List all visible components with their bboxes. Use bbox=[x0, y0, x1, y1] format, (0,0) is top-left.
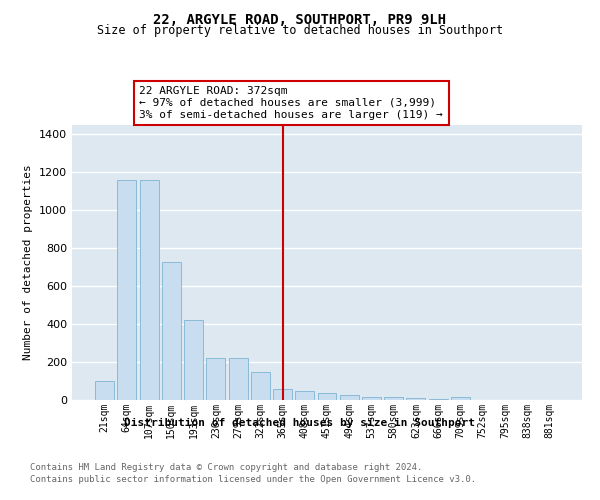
Text: Size of property relative to detached houses in Southport: Size of property relative to detached ho… bbox=[97, 24, 503, 37]
Bar bbox=[162, 262, 181, 400]
Bar bbox=[295, 390, 314, 400]
Bar bbox=[95, 381, 114, 400]
Bar bbox=[384, 397, 403, 400]
Bar bbox=[118, 180, 136, 400]
Bar bbox=[184, 320, 203, 400]
Bar bbox=[140, 180, 158, 400]
Bar bbox=[340, 396, 359, 400]
Bar bbox=[273, 388, 292, 400]
Bar bbox=[429, 399, 448, 400]
Text: 22, ARGYLE ROAD, SOUTHPORT, PR9 9LH: 22, ARGYLE ROAD, SOUTHPORT, PR9 9LH bbox=[154, 12, 446, 26]
Bar bbox=[362, 396, 381, 400]
Bar bbox=[229, 358, 248, 400]
Text: 22 ARGYLE ROAD: 372sqm
← 97% of detached houses are smaller (3,999)
3% of semi-d: 22 ARGYLE ROAD: 372sqm ← 97% of detached… bbox=[139, 86, 443, 120]
Bar bbox=[317, 394, 337, 400]
Bar bbox=[206, 358, 225, 400]
Bar bbox=[451, 397, 470, 400]
Bar bbox=[251, 372, 270, 400]
Bar bbox=[406, 398, 425, 400]
Text: Distribution of detached houses by size in Southport: Distribution of detached houses by size … bbox=[125, 418, 476, 428]
Y-axis label: Number of detached properties: Number of detached properties bbox=[23, 164, 34, 360]
Text: Contains HM Land Registry data © Crown copyright and database right 2024.: Contains HM Land Registry data © Crown c… bbox=[30, 462, 422, 471]
Text: Contains public sector information licensed under the Open Government Licence v3: Contains public sector information licen… bbox=[30, 475, 476, 484]
